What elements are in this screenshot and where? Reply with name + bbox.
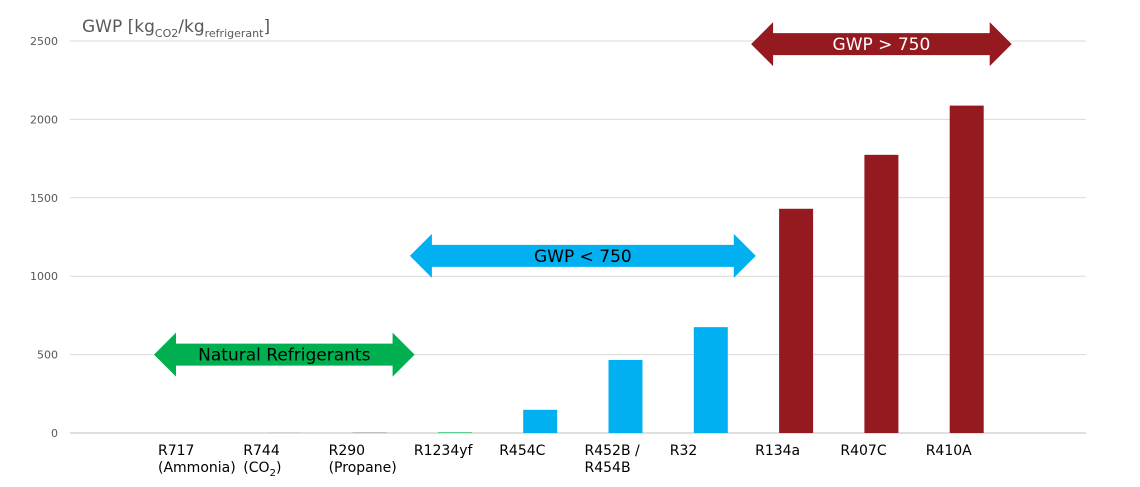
x-tick-label: R410A: [926, 443, 972, 459]
y-tick-labels: 0 500 1000 1500 2000 2500: [30, 35, 58, 440]
annotation-arrow: [751, 22, 1012, 67]
annotation-label: Natural Refrigerants: [198, 346, 370, 366]
x-tick-label: R744: [243, 443, 280, 459]
x-tick-label: R717: [158, 443, 194, 459]
y-axis-label-slash: /kg: [178, 17, 204, 37]
annotation-label: GWP < 750: [534, 247, 632, 267]
y-tick-label: 2500: [30, 35, 58, 48]
y-axis-label-sub1: CO2: [155, 27, 178, 40]
x-tick-label: R407C: [840, 443, 886, 459]
y-axis-label-close: ]: [263, 17, 270, 37]
annotation-arrow: [409, 233, 756, 278]
x-tick-label: R134a: [755, 443, 800, 459]
gridlines: [70, 40, 1086, 434]
y-tick-label: 1500: [30, 192, 58, 205]
x-tick-label: R290: [329, 443, 365, 459]
annotation-label: GWP > 750: [833, 35, 931, 55]
x-tick-label: R452B /: [585, 443, 641, 459]
x-tick-labels: R717(Ammonia) R744(CO2) R290(Propane) R1234…: [158, 443, 972, 479]
y-tick-label: 500: [37, 349, 58, 362]
x-tick-label-line2: (Ammonia): [158, 460, 236, 476]
x-tick-label: R454C: [499, 443, 545, 459]
x-tick-label: R32: [670, 443, 698, 459]
bar: [437, 432, 472, 433]
y-axis-label: GWP [kgCO2/kgrefrigerant]: [82, 17, 270, 40]
bar: [864, 154, 899, 434]
x-tick-label-line2: (Propane): [329, 460, 397, 476]
bar: [608, 359, 643, 433]
annotation-arrow: [154, 332, 415, 377]
annotations: Natural Refrigerants GWP < 750 GWP > 750: [154, 22, 1012, 377]
bar: [779, 208, 814, 433]
y-axis-label-main: GWP [kg: [82, 17, 155, 37]
y-axis-label-sub2: refrigerant: [205, 27, 264, 40]
x-tick-label: R1234yf: [414, 443, 474, 459]
y-tick-label: 1000: [30, 270, 58, 283]
y-tick-label: 2000: [30, 113, 58, 126]
bar: [949, 105, 984, 434]
bar: [693, 327, 728, 433]
y-tick-label: 0: [51, 427, 58, 440]
x-tick-label-line2: R454B: [585, 460, 631, 476]
x-tick-label-line2: (CO2): [243, 460, 281, 479]
bar: [523, 409, 558, 433]
bars: [182, 105, 984, 434]
